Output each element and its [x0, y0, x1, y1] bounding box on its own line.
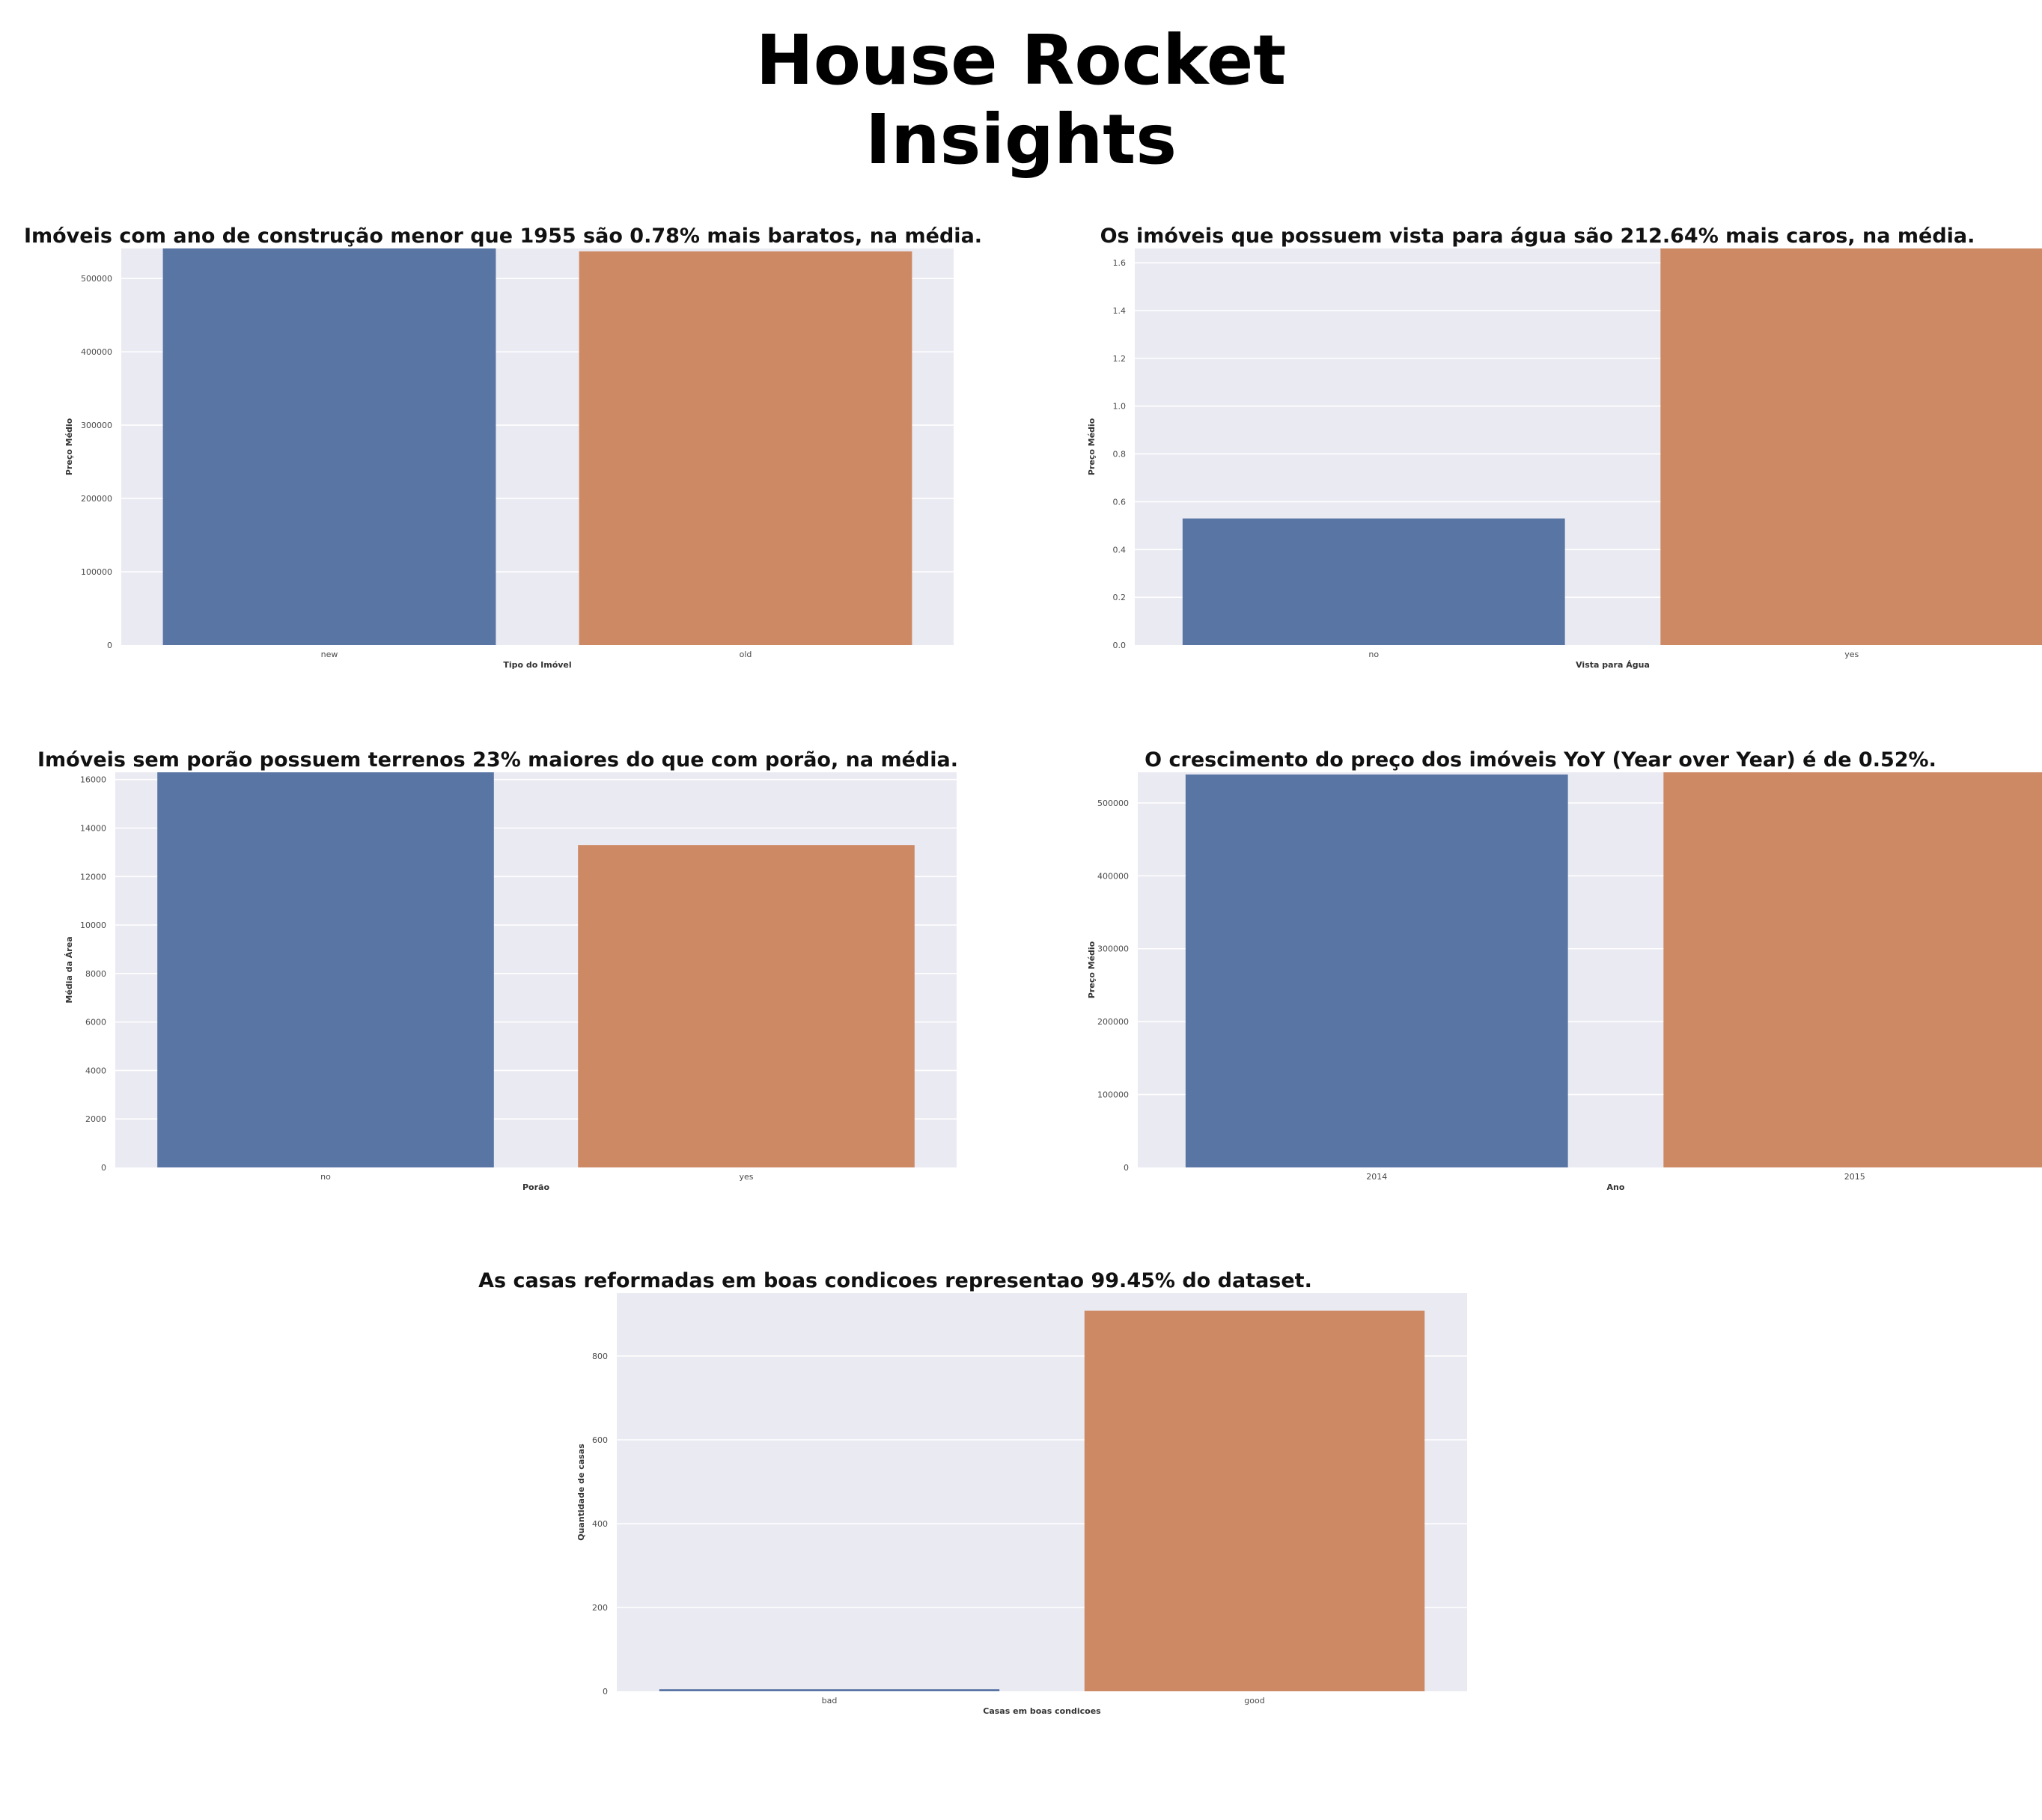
y-tick-label: 200000 [81, 494, 112, 504]
y-tick-label: 400000 [81, 347, 112, 357]
y-tick-label: 400000 [1097, 871, 1129, 881]
x-axis-label: Casas em boas condicoes [983, 1706, 1101, 1716]
bar-yes [1660, 248, 2042, 645]
y-tick-label: 0.4 [1113, 545, 1127, 555]
y-tick-label: 1.0 [1113, 402, 1127, 412]
y-tick-label: 0 [101, 1163, 106, 1173]
x-tick-label: good [1244, 1696, 1264, 1706]
x-axis-label: Tipo do Imóvel [503, 660, 571, 670]
y-tick-label: 200000 [1097, 1017, 1129, 1027]
y-tick-label: 10000 [80, 920, 106, 930]
bar-new [162, 248, 496, 645]
chart-good-condition: 0 200 400 600 800 bad good Casas em boas condic… [478, 1269, 1467, 1716]
y-tick-label: 100000 [81, 567, 112, 577]
chart-title: Imóveis sem porão possuem terrenos 23% m… [37, 748, 958, 772]
bar-2015 [1663, 772, 2042, 1167]
bar-yes [578, 845, 915, 1167]
x-tick-label: 2015 [1844, 1172, 1865, 1182]
chart-yoy-growth: 0 100000 200000 300000 400000 500000 2014 2015 A… [1087, 748, 2042, 1192]
bar-bad [659, 1689, 1000, 1691]
y-tick-label: 100000 [1097, 1090, 1129, 1100]
y-tick-label: 600 [592, 1435, 608, 1445]
y-axis-label: Preço Médio [64, 418, 74, 475]
y-axis-label: Quantidade de casas [576, 1444, 586, 1541]
x-axis-label: Porão [522, 1182, 549, 1192]
page-title-line1: House Rocket [755, 20, 1287, 100]
y-tick-label: 1.4 [1113, 306, 1127, 316]
chart-water-view: 0.0 0.2 0.4 0.6 0.8 1.0 1.2 1.4 1.6 no yes Vista pa… [1087, 225, 2042, 670]
x-tick-label: no [1368, 650, 1379, 659]
chart-construction-year: 0 100000 200000 300000 400000 500000 new old Tip… [24, 225, 982, 670]
y-tick-label: 300000 [1097, 944, 1129, 954]
y-axis-label: Preço Médio [1087, 418, 1097, 475]
bar-2014 [1185, 774, 1568, 1167]
bar-good [1084, 1310, 1425, 1691]
page-title-line2: Insights [865, 100, 1177, 180]
y-tick-label: 6000 [85, 1018, 106, 1027]
chart-title: Os imóveis que possuem vista para água s… [1100, 225, 1975, 248]
page-title: House Rocket Insights [0, 21, 2042, 180]
y-tick-label: 16000 [80, 775, 106, 785]
y-axis-label: Média da Área [64, 936, 74, 1003]
x-tick-label: yes [1844, 650, 1859, 659]
y-axis-label: Preço Médio [1087, 941, 1097, 998]
y-tick-label: 400 [592, 1519, 608, 1529]
chart-basement: 0 2000 4000 6000 8000 10000 12000 14000 16000 no y… [37, 748, 958, 1192]
y-tick-label: 0 [1124, 1163, 1129, 1173]
bar-old [579, 251, 912, 645]
y-tick-label: 8000 [85, 969, 106, 979]
y-tick-label: 0.8 [1113, 450, 1127, 459]
y-tick-label: 200 [592, 1603, 608, 1613]
y-tick-label: 500000 [1097, 798, 1129, 808]
y-tick-label: 2000 [85, 1114, 106, 1124]
y-tick-label: 0.6 [1113, 497, 1127, 507]
y-tick-label: 0.2 [1113, 593, 1127, 602]
y-tick-label: 0.0 [1113, 641, 1127, 650]
x-axis-label: Vista para Água [1576, 660, 1650, 670]
y-tick-label: 500000 [81, 274, 112, 284]
y-tick-label: 0 [107, 641, 112, 650]
x-axis-label: Ano [1607, 1182, 1625, 1192]
y-tick-label: 800 [592, 1352, 608, 1361]
y-tick-label: 1.6 [1113, 258, 1127, 268]
y-tick-label: 0 [603, 1687, 608, 1697]
y-tick-label: 14000 [80, 824, 106, 834]
y-tick-label: 4000 [85, 1066, 106, 1075]
chart-title: As casas reformadas em boas condicoes re… [478, 1269, 1312, 1292]
bar-no [157, 772, 494, 1167]
y-tick-label: 300000 [81, 421, 112, 430]
y-tick-label: 1.2 [1113, 354, 1127, 364]
x-tick-label: no [320, 1172, 331, 1182]
x-tick-label: bad [822, 1696, 838, 1706]
y-tick-label: 12000 [80, 872, 106, 882]
bar-no [1182, 518, 1565, 645]
x-tick-label: new [321, 650, 338, 659]
x-tick-label: yes [739, 1172, 753, 1182]
chart-title: Imóveis com ano de construção menor que … [24, 225, 982, 248]
x-tick-label: old [740, 650, 752, 659]
chart-title: O crescimento do preço dos imóveis YoY (… [1145, 748, 1936, 772]
x-tick-label: 2014 [1366, 1172, 1387, 1182]
